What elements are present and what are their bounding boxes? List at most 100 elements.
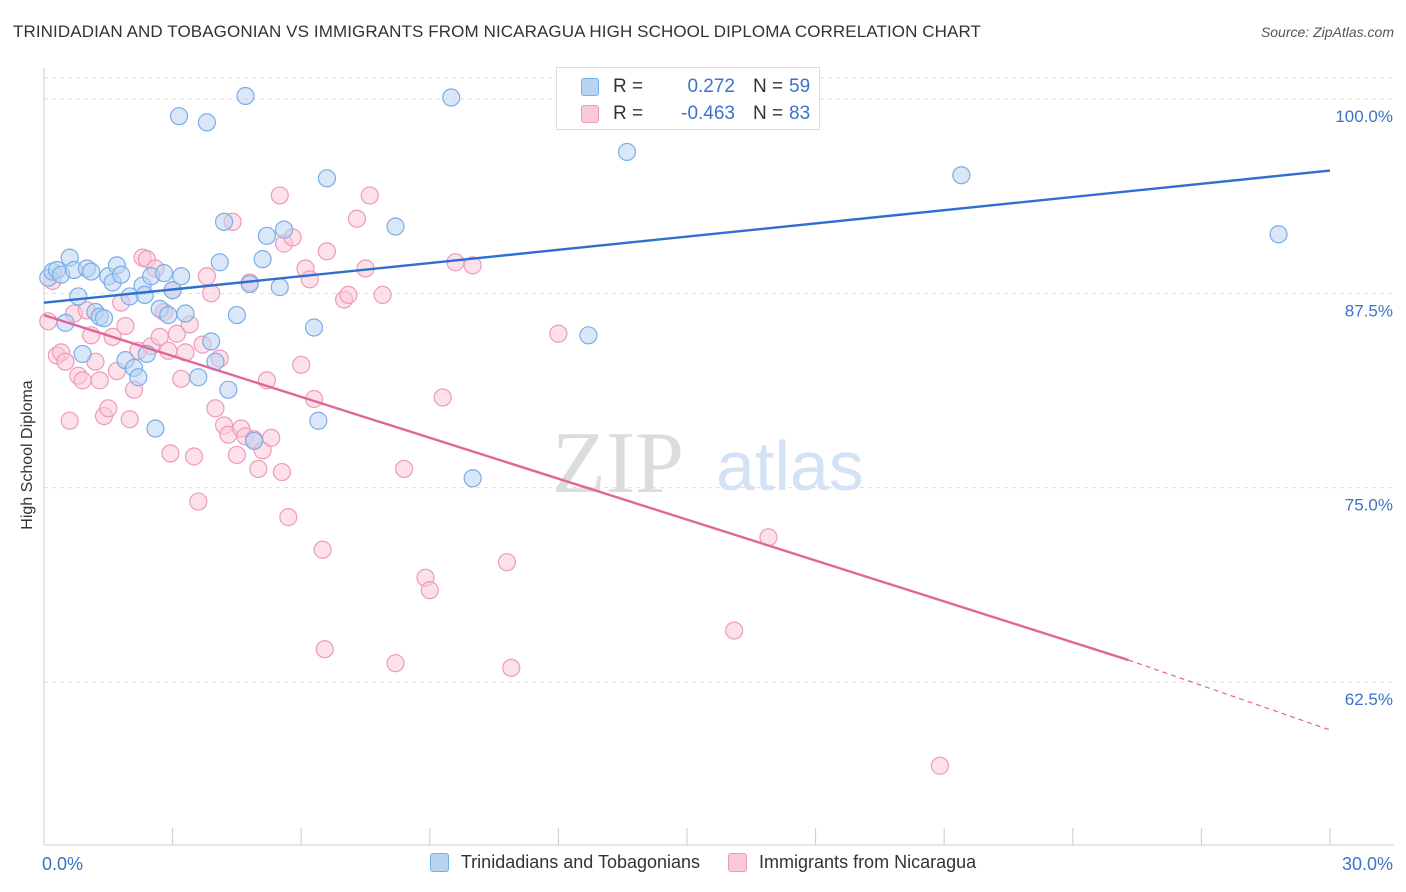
nicaragua-point xyxy=(189,492,208,511)
legend-n-value: 59 xyxy=(789,76,811,97)
nicaragua-point xyxy=(120,410,139,429)
trinidadian-point xyxy=(189,368,208,387)
trinidadian-point xyxy=(227,305,246,325)
nicaragua-point xyxy=(272,462,292,482)
nicaragua-point xyxy=(90,371,109,390)
trend-lines xyxy=(43,169,1331,731)
nicaragua-point xyxy=(433,388,452,407)
nicaragua-point xyxy=(339,285,358,304)
trinidadian-point xyxy=(257,226,277,245)
trinidadian-point xyxy=(69,287,88,306)
nicaragua-point xyxy=(206,399,225,418)
trinidadian-point xyxy=(617,142,637,162)
nicaragua-point xyxy=(99,399,118,418)
legend-swatch-blue xyxy=(581,78,599,96)
trinidadian-point xyxy=(952,166,971,185)
trinidadian-point xyxy=(219,380,238,399)
watermark-atlas: atlas xyxy=(716,427,864,505)
trinidadian-point xyxy=(73,344,92,364)
trinidadian-point xyxy=(210,253,229,272)
legend-r-label: R = xyxy=(613,103,644,124)
y-tick-label: 87.5% xyxy=(1345,301,1393,320)
nicaragua-point xyxy=(56,352,75,371)
trinidadian-point xyxy=(579,326,598,345)
nicaragua-point xyxy=(360,186,379,205)
series-swatch-pink xyxy=(728,853,748,872)
source-label: Source: ZipAtlas.com xyxy=(1260,24,1394,40)
nicaragua-point xyxy=(373,285,392,304)
y-tick-label: 62.5% xyxy=(1345,690,1393,709)
legend-r-label: R = xyxy=(613,76,644,97)
trinidadian-point xyxy=(386,217,405,236)
trinidadian-point xyxy=(169,107,189,126)
nicaragua-point xyxy=(227,445,246,465)
data-points xyxy=(39,86,1288,775)
legend-row-trinidadian: R = 0.272 N = 59 xyxy=(581,74,810,100)
trinidadian-point xyxy=(304,318,324,337)
trinidadian-point xyxy=(146,419,165,438)
trinidadian-point xyxy=(236,86,255,106)
nicaragua-trend-extension xyxy=(1128,659,1331,731)
nicaragua-point xyxy=(73,371,92,390)
nicaragua-point xyxy=(292,355,311,374)
nicaragua-point xyxy=(279,508,298,527)
legend-swatch-pink xyxy=(581,105,599,123)
nicaragua-point xyxy=(167,324,186,343)
nicaragua-point xyxy=(930,756,950,775)
legend-r-value: 0.272 xyxy=(687,76,735,97)
trinidadian-point xyxy=(442,88,461,107)
chart-title: TRINIDADIAN AND TOBAGONIAN VS IMMIGRANTS… xyxy=(13,22,982,41)
nicaragua-point xyxy=(116,316,135,336)
legend-n-label: N = xyxy=(753,76,784,97)
x-tick-label: 0.0% xyxy=(42,854,83,874)
trinidadian-point xyxy=(159,305,178,325)
nicaragua-point xyxy=(197,267,216,286)
nicaragua-point xyxy=(497,553,517,572)
nicaragua-point xyxy=(313,540,332,559)
trinidadian-point xyxy=(270,278,289,297)
legend-row-nicaragua: R = -0.463 N = 83 xyxy=(581,101,810,127)
trinidadian-point xyxy=(244,431,264,451)
axes xyxy=(43,68,1394,846)
trinidadian-point xyxy=(176,304,195,323)
nicaragua-trend-line xyxy=(43,313,1129,662)
y-tick-label: 100.0% xyxy=(1335,107,1393,126)
legend-r-value: -0.463 xyxy=(681,103,735,124)
trinidadian-point xyxy=(197,113,216,132)
nicaragua-point xyxy=(549,324,568,343)
tick-labels: 62.5% 75.0% 87.5% 100.0% 0.0% 30.0% xyxy=(42,107,1393,874)
nicaragua-point xyxy=(161,444,180,463)
stats-legend: R = 0.272 N = 59 R = -0.463 N = 83 xyxy=(556,67,820,130)
y-tick-label: 75.0% xyxy=(1345,496,1393,515)
trinidadian-point xyxy=(463,469,482,488)
trinidadian-point xyxy=(129,368,148,387)
trinidadian-point xyxy=(214,212,234,231)
nicaragua-point xyxy=(725,621,744,640)
zipatlas-watermark: ZIP atlas xyxy=(552,415,864,512)
nicaragua-point xyxy=(420,581,439,600)
trinidadian-point xyxy=(309,411,328,430)
trinidadian-point xyxy=(202,332,221,351)
nicaragua-point xyxy=(315,640,334,659)
trinidadian-trend-line xyxy=(43,169,1331,304)
trinidadian-point xyxy=(112,265,131,284)
series-legend-item-nicaragua: Immigrants from Nicaragua xyxy=(728,852,976,873)
x-tick-label: 30.0% xyxy=(1342,854,1393,874)
series-legend-item-trinidadian: Trinidadians and Tobagonians xyxy=(429,852,700,873)
trinidadian-point xyxy=(253,250,272,269)
trinidadian-point xyxy=(135,285,154,304)
series-legend: Trinidadians and Tobagonians Immigrants … xyxy=(0,852,1406,873)
nicaragua-point xyxy=(184,447,204,466)
nicaragua-point xyxy=(394,459,414,479)
nicaragua-point xyxy=(317,242,337,261)
trinidadian-point xyxy=(82,262,101,281)
nicaragua-point xyxy=(202,284,221,303)
trinidadian-point xyxy=(94,309,114,328)
nicaragua-point xyxy=(172,369,191,388)
nicaragua-point xyxy=(150,327,169,346)
trinidadian-point xyxy=(1269,225,1288,244)
series-swatch-blue xyxy=(429,853,449,872)
nicaragua-point xyxy=(300,270,319,289)
trinidadian-point xyxy=(172,267,191,286)
nicaragua-point xyxy=(386,654,405,673)
